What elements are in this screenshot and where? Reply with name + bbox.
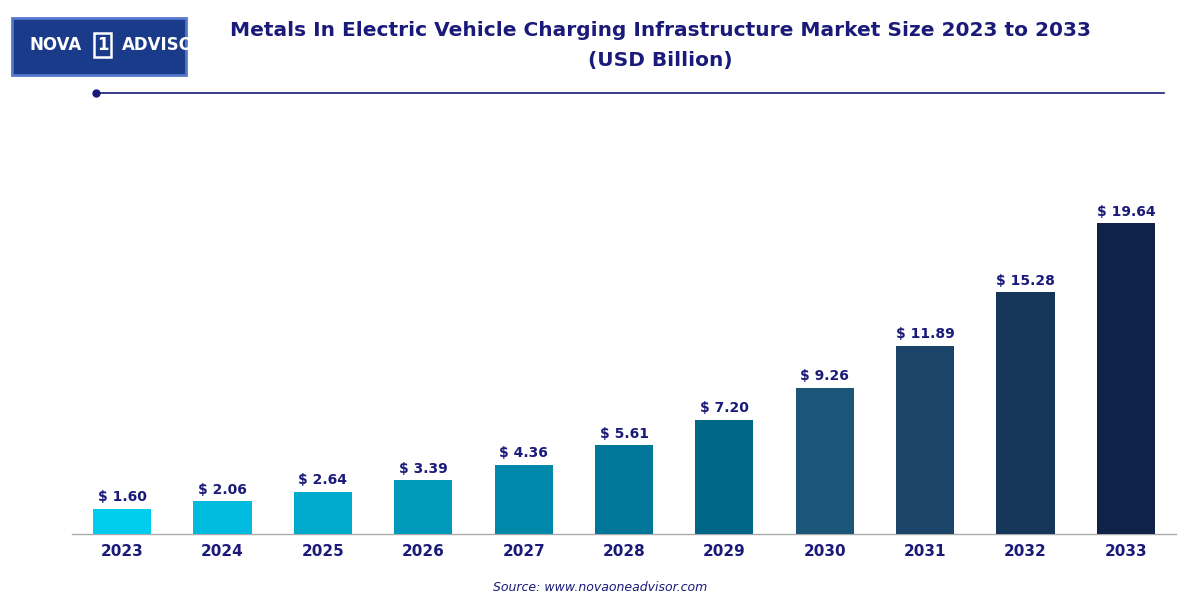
Bar bbox=[494, 465, 553, 534]
Bar bbox=[996, 292, 1055, 534]
Text: ADVISOR: ADVISOR bbox=[121, 37, 206, 55]
Bar bbox=[193, 502, 252, 534]
Text: Metals In Electric Vehicle Charging Infrastructure Market Size 2023 to 2033: Metals In Electric Vehicle Charging Infr… bbox=[229, 21, 1091, 40]
Bar bbox=[394, 481, 452, 534]
Bar bbox=[94, 509, 151, 534]
Text: $ 15.28: $ 15.28 bbox=[996, 274, 1055, 287]
Text: $ 1.60: $ 1.60 bbox=[97, 490, 146, 504]
Text: $ 3.39: $ 3.39 bbox=[398, 461, 448, 476]
Text: NOVA: NOVA bbox=[30, 37, 82, 55]
Text: $ 9.26: $ 9.26 bbox=[800, 369, 850, 383]
FancyBboxPatch shape bbox=[12, 18, 186, 75]
Text: $ 2.64: $ 2.64 bbox=[299, 473, 348, 487]
Text: 1: 1 bbox=[97, 37, 108, 55]
Bar bbox=[595, 445, 653, 534]
Text: Source: www.novaoneadvisor.com: Source: www.novaoneadvisor.com bbox=[493, 581, 707, 594]
Text: $ 7.20: $ 7.20 bbox=[700, 401, 749, 415]
Text: $ 19.64: $ 19.64 bbox=[1097, 205, 1156, 218]
Bar bbox=[896, 346, 954, 534]
Bar bbox=[695, 420, 754, 534]
Bar bbox=[796, 388, 854, 534]
Text: (USD Billion): (USD Billion) bbox=[588, 51, 732, 70]
Text: $ 4.36: $ 4.36 bbox=[499, 446, 548, 460]
Text: $ 11.89: $ 11.89 bbox=[895, 327, 954, 341]
Text: $ 5.61: $ 5.61 bbox=[600, 427, 648, 440]
Bar bbox=[1097, 223, 1154, 534]
Bar bbox=[294, 492, 352, 534]
Text: $ 2.06: $ 2.06 bbox=[198, 482, 247, 497]
